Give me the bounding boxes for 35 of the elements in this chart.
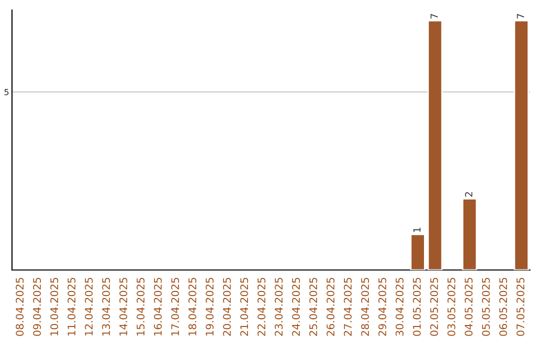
x-tick-label: 20.04.2025 xyxy=(222,278,231,336)
x-tick-label: 25.04.2025 xyxy=(309,278,318,336)
y-tick-label: 5 xyxy=(4,89,8,96)
x-tick-label: 04.05.2025 xyxy=(464,278,473,336)
x-tick-label: 21.04.2025 xyxy=(240,278,248,336)
x-tick-label: 16.04.2025 xyxy=(154,278,162,336)
x-tick-label: 08.04.2025 xyxy=(16,278,24,336)
x-tick-label: 10.04.2025 xyxy=(50,278,58,336)
x-tick-label: 18.04.2025 xyxy=(188,278,196,336)
x-tick-label: 27.04.2025 xyxy=(344,278,352,336)
x-tick-label: 09.04.2025 xyxy=(33,278,41,336)
x-tick-label: 06.05.2025 xyxy=(499,278,508,336)
x-tick-label: 22.04.2025 xyxy=(258,278,266,336)
x-tick-label: 12.04.2025 xyxy=(84,278,93,336)
x-tick-label: 03.05.2025 xyxy=(447,278,456,336)
x-tick-label: 01.05.2025 xyxy=(412,278,421,336)
x-tick-label: 19.04.2025 xyxy=(206,278,214,336)
x-tick-label: 02.05.2025 xyxy=(430,278,438,336)
x-tick-label: 13.04.2025 xyxy=(102,278,110,336)
x-tick-label: 15.04.2025 xyxy=(136,278,145,336)
x-tick-label: 17.04.2025 xyxy=(171,278,180,336)
data-label: 7 xyxy=(516,14,524,18)
x-tick-label: 23.04.2025 xyxy=(274,278,283,336)
data-label: 2 xyxy=(465,192,472,197)
x-tick-label: 14.04.2025 xyxy=(119,278,128,336)
data-label: 7 xyxy=(430,14,438,18)
x-tick-label: 07.05.2025 xyxy=(516,278,524,336)
x-tick-label: 30.04.2025 xyxy=(396,278,404,336)
x-tick-label: 28.04.2025 xyxy=(361,278,369,336)
x-tick-label: 29.04.2025 xyxy=(378,278,386,336)
x-tick-label: 24.04.2025 xyxy=(292,278,300,336)
x-tick-label: 11.04.2025 xyxy=(68,278,76,336)
x-tick-label: 05.05.2025 xyxy=(482,278,490,336)
x-tick-label: 26.04.2025 xyxy=(326,278,334,336)
data-label: 1 xyxy=(413,228,420,232)
